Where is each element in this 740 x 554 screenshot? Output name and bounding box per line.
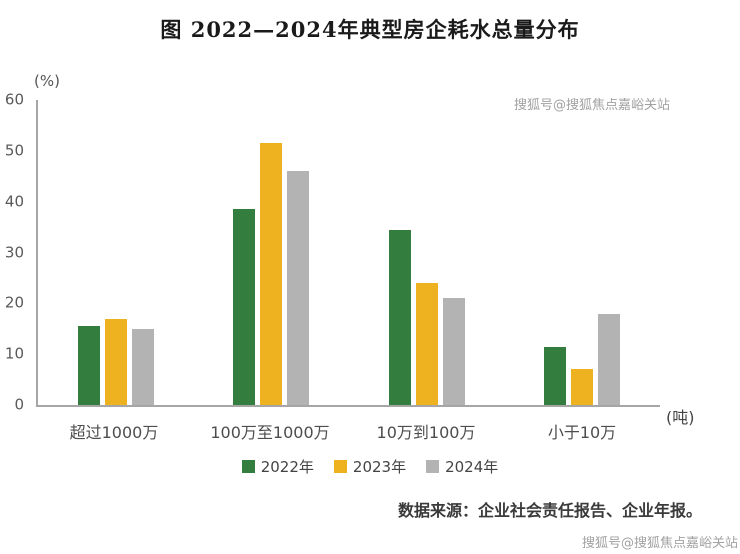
legend-item: 2022年: [241, 456, 314, 477]
bar-group: [349, 100, 505, 405]
bar-2023年-超过1000万: [104, 318, 127, 405]
y-tick-label: 20: [4, 293, 24, 312]
x-category-label: 超过1000万: [69, 423, 159, 442]
legend-item: 2024年: [426, 456, 498, 477]
chart-title: 图 2022—2024年典型房企耗水总量分布: [160, 17, 580, 42]
legend-swatch: [333, 460, 347, 473]
legend-swatch: [241, 460, 255, 473]
legend-label: 2024年: [445, 458, 499, 476]
bar-2023年-100万至1000万: [260, 143, 283, 405]
bar-group: [194, 100, 350, 405]
bar-2024年-超过1000万: [131, 328, 154, 405]
legend-label: 2023年: [352, 458, 407, 476]
bar-chart: (%) 0 10 20 30 40 50 60: [5, 72, 660, 412]
bar-group: [505, 100, 661, 405]
y-tick-label: 30: [4, 243, 24, 261]
legend-swatch: [426, 460, 440, 473]
bar-2022年-超过1000万: [77, 326, 100, 405]
watermark-top: 搜狐号@搜狐焦点嘉峪关站: [514, 98, 671, 113]
bar-2023年-10万到100万: [415, 283, 438, 405]
bar-2024年-小于10万: [598, 313, 621, 405]
legend-label: 2022年: [260, 458, 314, 476]
bar-2022年-10万到100万: [388, 229, 411, 405]
y-axis-unit: (%): [34, 72, 60, 90]
bar-2023年-小于10万: [571, 369, 594, 405]
x-category-label: 100万至1000万: [210, 423, 330, 442]
legend-item: 2023年: [333, 456, 407, 477]
legend: 2022年 2023年 2024年: [0, 456, 740, 477]
y-axis: 0 10 20 30 40 50 60: [0, 92, 30, 412]
bar-2024年-100万至1000万: [287, 171, 310, 405]
x-axis-unit: (吨): [666, 408, 695, 427]
x-axis-labels: 超过1000万 100万至1000万 10万到100万 小于10万: [36, 419, 660, 443]
bar-2022年-100万至1000万: [233, 209, 256, 405]
y-tick-label: 50: [4, 141, 24, 160]
x-category-label: 小于10万: [547, 423, 617, 442]
y-tick-label: 10: [4, 344, 24, 363]
x-category-label: 10万到100万: [376, 423, 476, 442]
y-tick-label: 40: [4, 192, 24, 211]
bar-2022年-小于10万: [544, 346, 567, 405]
y-tick-label: 0: [14, 395, 24, 414]
y-tick-label: 60: [4, 90, 24, 109]
plot-area: [38, 100, 660, 405]
data-source: 数据来源：企业社会责任报告、企业年报。: [397, 501, 702, 520]
bar-group: [38, 100, 194, 405]
bar-2024年-10万到100万: [442, 298, 465, 405]
watermark-bottom: 搜狐号@搜狐焦点嘉峪关站: [581, 536, 738, 551]
